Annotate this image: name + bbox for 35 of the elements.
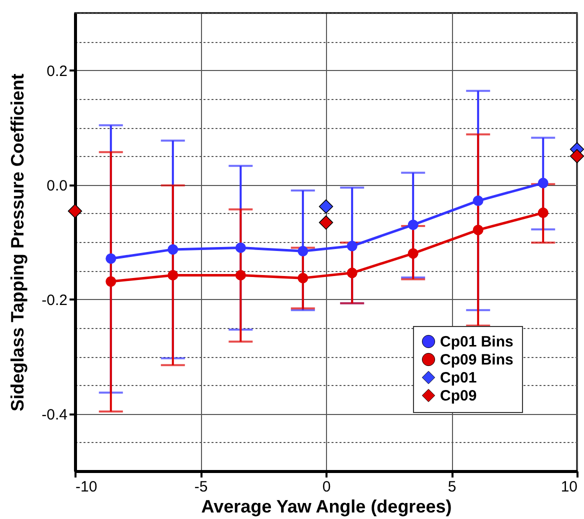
point — [538, 178, 548, 188]
point — [168, 244, 178, 255]
x-tick-label: -10 — [76, 478, 98, 496]
point — [570, 149, 584, 164]
point — [408, 220, 418, 230]
x-tick-label: 10 — [560, 478, 578, 496]
y-tick-label: 0.0 — [46, 177, 68, 194]
point — [235, 242, 246, 253]
point — [318, 199, 334, 214]
point — [68, 204, 82, 218]
point — [168, 270, 178, 280]
x-tick-label: -5 — [194, 478, 208, 496]
point — [346, 240, 358, 252]
point — [106, 276, 116, 287]
point — [538, 208, 548, 218]
point — [298, 246, 308, 256]
point — [106, 253, 116, 264]
legend-label: Cp01 Bins — [440, 334, 514, 350]
legend-label: Cp09 — [440, 388, 477, 404]
point — [472, 224, 484, 236]
point — [408, 248, 418, 259]
x-axis-title: Average Yaw Angle (degrees) — [201, 496, 452, 516]
x-tick-label: 5 — [448, 478, 456, 496]
legend-label: Cp09 Bins — [440, 352, 514, 368]
point — [346, 268, 358, 278]
point — [318, 215, 334, 230]
y-tick-label: -0.4 — [42, 406, 68, 424]
y-tick-label: -0.2 — [42, 292, 68, 309]
y-axis-title: Sideglass Tapping Pressure Coefficient — [8, 74, 28, 412]
x-tick-label: 0 — [322, 478, 331, 496]
y-tick-label: 0.2 — [46, 62, 68, 80]
point — [298, 272, 308, 284]
legend-label: Cp01 — [440, 370, 477, 386]
point — [235, 270, 246, 280]
point — [472, 196, 484, 206]
